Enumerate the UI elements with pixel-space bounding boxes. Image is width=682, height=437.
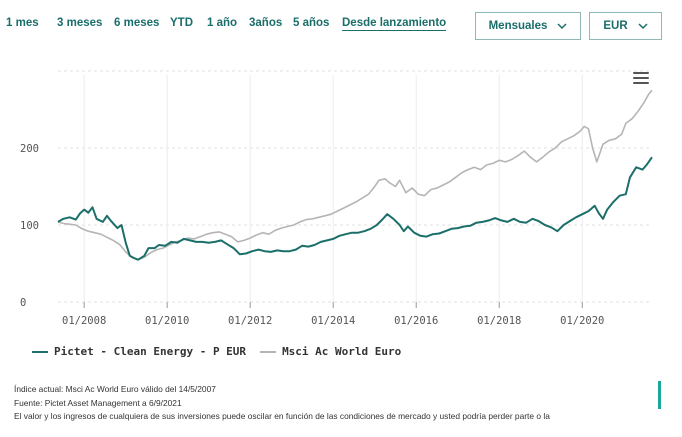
- legend-item-fund[interactable]: Pictet - Clean Energy - P EUR: [32, 345, 246, 358]
- legend-label-benchmark: Msci Ac World Euro: [282, 345, 402, 358]
- range-6-months-button[interactable]: 6 meses: [114, 17, 160, 29]
- x-tick-label: 01/2014: [311, 315, 355, 327]
- y-tick-label: 0: [20, 297, 26, 309]
- range-1-year-button[interactable]: 1 año: [207, 17, 238, 29]
- x-tick-label: 01/2008: [62, 315, 106, 327]
- currency-select-value: EUR: [603, 20, 628, 32]
- hamburger-menu-icon[interactable]: [633, 72, 649, 84]
- y-tick-label: 100: [20, 220, 39, 232]
- range-ytd-button[interactable]: YTD: [170, 17, 193, 29]
- frequency-select[interactable]: Mensuales: [475, 12, 581, 40]
- x-tick-label: 01/2016: [394, 315, 438, 327]
- chevron-down-icon: [557, 23, 567, 30]
- series-line-benchmark: [57, 89, 653, 261]
- range-5-years-button[interactable]: 5 años: [293, 17, 330, 29]
- disclaimer-notes: Índice actual: Msci Ac World Euro válido…: [14, 383, 550, 424]
- note-current-index: Índice actual: Msci Ac World Euro válido…: [14, 384, 216, 394]
- note-source: Fuente: Pictet Asset Management a 6/9/20…: [14, 397, 182, 408]
- legend-label-fund: Pictet - Clean Energy - P EUR: [54, 345, 247, 358]
- x-axis: 01/2008 01/2010 01/2012 01/2014 01/2016 01/20…: [62, 302, 604, 327]
- x-tick-label: 01/2012: [228, 315, 272, 327]
- chart-grid: [58, 70, 652, 303]
- x-tick-label: 01/2018: [477, 315, 521, 327]
- chart-series: [57, 89, 653, 261]
- range-3-years-button[interactable]: 3años: [249, 17, 283, 29]
- legend-swatch-fund: [32, 350, 48, 353]
- x-tick-label: 01/2020: [560, 315, 604, 327]
- legend-swatch-benchmark: [260, 350, 277, 353]
- range-since-launch-button[interactable]: Desde lanzamiento: [342, 17, 447, 31]
- y-tick-label: 200: [20, 143, 39, 155]
- x-tick-label: 01/2010: [145, 315, 189, 327]
- note-risk-warning: El valor y los ingresos de cualquiera de…: [14, 411, 550, 421]
- range-1-month-button[interactable]: 1 mes: [6, 17, 39, 29]
- chevron-down-icon: [638, 23, 648, 30]
- scroll-indicator[interactable]: [658, 381, 661, 409]
- range-3-months-button[interactable]: 3 meses: [57, 17, 103, 29]
- currency-select[interactable]: EUR: [589, 12, 662, 40]
- legend-item-benchmark[interactable]: Msci Ac World Euro: [260, 345, 401, 358]
- series-line-fund: [57, 156, 653, 261]
- y-axis: 0 100 200: [20, 143, 39, 309]
- frequency-select-value: Mensuales: [488, 20, 548, 32]
- chart-legend: Pictet - Clean Energy - P EUR Msci Ac Wo…: [32, 345, 415, 358]
